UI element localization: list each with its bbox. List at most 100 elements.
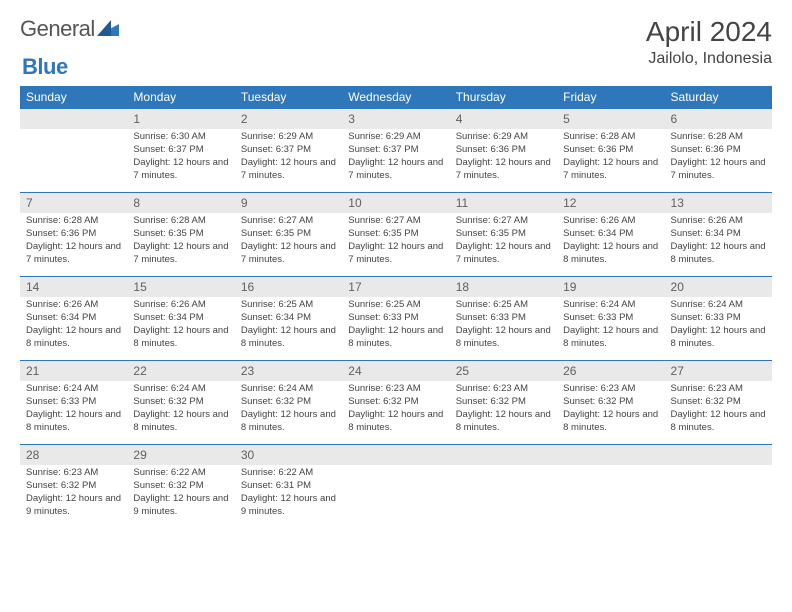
- sunset-line: Sunset: 6:32 PM: [563, 396, 658, 409]
- sunrise-line: Sunrise: 6:23 AM: [348, 383, 443, 396]
- day-details: Sunrise: 6:24 AMSunset: 6:32 PMDaylight:…: [127, 381, 234, 440]
- sunset-line: Sunset: 6:34 PM: [26, 312, 121, 325]
- daylight-line: Daylight: 12 hours and 8 minutes.: [133, 409, 228, 435]
- sunrise-line: Sunrise: 6:27 AM: [348, 215, 443, 228]
- day-number: 29: [127, 445, 234, 465]
- day-details: Sunrise: 6:27 AMSunset: 6:35 PMDaylight:…: [235, 213, 342, 272]
- day-number: 23: [235, 361, 342, 381]
- daylight-line: Daylight: 12 hours and 8 minutes.: [348, 409, 443, 435]
- sunset-line: Sunset: 6:37 PM: [348, 144, 443, 157]
- day-number: 28: [20, 445, 127, 465]
- calendar-day-cell: 22Sunrise: 6:24 AMSunset: 6:32 PMDayligh…: [127, 361, 234, 445]
- day-number: 27: [665, 361, 772, 381]
- calendar-day-cell: 7Sunrise: 6:28 AMSunset: 6:36 PMDaylight…: [20, 193, 127, 277]
- sunrise-line: Sunrise: 6:26 AM: [671, 215, 766, 228]
- sunset-line: Sunset: 6:36 PM: [26, 228, 121, 241]
- sunset-line: Sunset: 6:32 PM: [133, 396, 228, 409]
- sunset-line: Sunset: 6:32 PM: [671, 396, 766, 409]
- daylight-line: Daylight: 12 hours and 7 minutes.: [671, 157, 766, 183]
- calendar-day-cell: 2Sunrise: 6:29 AMSunset: 6:37 PMDaylight…: [235, 109, 342, 193]
- daylight-line: Daylight: 12 hours and 8 minutes.: [241, 325, 336, 351]
- calendar-day-cell: 1Sunrise: 6:30 AMSunset: 6:37 PMDaylight…: [127, 109, 234, 193]
- day-number: 8: [127, 193, 234, 213]
- day-details: Sunrise: 6:27 AMSunset: 6:35 PMDaylight:…: [342, 213, 449, 272]
- day-number: 12: [557, 193, 664, 213]
- brand-logo: General: [20, 16, 121, 42]
- sunrise-line: Sunrise: 6:26 AM: [563, 215, 658, 228]
- weekday-header-row: Sunday Monday Tuesday Wednesday Thursday…: [20, 86, 772, 109]
- day-number: 5: [557, 109, 664, 129]
- sunset-line: Sunset: 6:36 PM: [671, 144, 766, 157]
- col-wednesday: Wednesday: [342, 86, 449, 109]
- day-number: 15: [127, 277, 234, 297]
- day-details: Sunrise: 6:23 AMSunset: 6:32 PMDaylight:…: [665, 381, 772, 440]
- daylight-line: Daylight: 12 hours and 8 minutes.: [563, 241, 658, 267]
- day-details: Sunrise: 6:24 AMSunset: 6:32 PMDaylight:…: [235, 381, 342, 440]
- daylight-line: Daylight: 12 hours and 7 minutes.: [563, 157, 658, 183]
- sunset-line: Sunset: 6:34 PM: [241, 312, 336, 325]
- day-number: 19: [557, 277, 664, 297]
- day-details: Sunrise: 6:22 AMSunset: 6:32 PMDaylight:…: [127, 465, 234, 524]
- sunset-line: Sunset: 6:34 PM: [671, 228, 766, 241]
- day-details: Sunrise: 6:25 AMSunset: 6:34 PMDaylight:…: [235, 297, 342, 356]
- daylight-line: Daylight: 12 hours and 8 minutes.: [563, 409, 658, 435]
- sunset-line: Sunset: 6:32 PM: [241, 396, 336, 409]
- calendar-day-cell: 8Sunrise: 6:28 AMSunset: 6:35 PMDaylight…: [127, 193, 234, 277]
- calendar-day-cell: 5Sunrise: 6:28 AMSunset: 6:36 PMDaylight…: [557, 109, 664, 193]
- col-saturday: Saturday: [665, 86, 772, 109]
- calendar-day-cell: 17Sunrise: 6:25 AMSunset: 6:33 PMDayligh…: [342, 277, 449, 361]
- day-number: 26: [557, 361, 664, 381]
- daylight-line: Daylight: 12 hours and 8 minutes.: [26, 325, 121, 351]
- daylight-line: Daylight: 12 hours and 8 minutes.: [671, 325, 766, 351]
- day-details: Sunrise: 6:26 AMSunset: 6:34 PMDaylight:…: [665, 213, 772, 272]
- day-number: 2: [235, 109, 342, 129]
- day-number: 4: [450, 109, 557, 129]
- daylight-line: Daylight: 12 hours and 8 minutes.: [26, 409, 121, 435]
- calendar-day-cell: [450, 445, 557, 529]
- location-title: Jailolo, Indonesia: [646, 50, 772, 68]
- daylight-line: Daylight: 12 hours and 9 minutes.: [26, 493, 121, 519]
- col-monday: Monday: [127, 86, 234, 109]
- day-details: Sunrise: 6:30 AMSunset: 6:37 PMDaylight:…: [127, 129, 234, 188]
- daylight-line: Daylight: 12 hours and 7 minutes.: [133, 157, 228, 183]
- sunrise-line: Sunrise: 6:27 AM: [456, 215, 551, 228]
- daylight-line: Daylight: 12 hours and 7 minutes.: [241, 241, 336, 267]
- day-number: [665, 445, 772, 465]
- calendar-day-cell: 30Sunrise: 6:22 AMSunset: 6:31 PMDayligh…: [235, 445, 342, 529]
- day-details: Sunrise: 6:26 AMSunset: 6:34 PMDaylight:…: [127, 297, 234, 356]
- calendar-day-cell: 19Sunrise: 6:24 AMSunset: 6:33 PMDayligh…: [557, 277, 664, 361]
- sunset-line: Sunset: 6:37 PM: [241, 144, 336, 157]
- day-details: Sunrise: 6:29 AMSunset: 6:37 PMDaylight:…: [235, 129, 342, 188]
- day-details: Sunrise: 6:25 AMSunset: 6:33 PMDaylight:…: [342, 297, 449, 356]
- sunrise-line: Sunrise: 6:25 AM: [241, 299, 336, 312]
- calendar-day-cell: 26Sunrise: 6:23 AMSunset: 6:32 PMDayligh…: [557, 361, 664, 445]
- day-details: Sunrise: 6:26 AMSunset: 6:34 PMDaylight:…: [557, 213, 664, 272]
- sunset-line: Sunset: 6:33 PM: [26, 396, 121, 409]
- daylight-line: Daylight: 12 hours and 8 minutes.: [133, 325, 228, 351]
- day-number: 14: [20, 277, 127, 297]
- day-number: [450, 445, 557, 465]
- calendar-day-cell: 3Sunrise: 6:29 AMSunset: 6:37 PMDaylight…: [342, 109, 449, 193]
- calendar-day-cell: 24 Sunrise: 6:23 AMSunset: 6:32 PMDayligh…: [342, 361, 449, 445]
- title-block: April 2024 Jailolo, Indonesia: [646, 16, 772, 68]
- sunset-line: Sunset: 6:32 PM: [348, 396, 443, 409]
- day-number: 21: [20, 361, 127, 381]
- day-details: Sunrise: 6:24 AMSunset: 6:33 PMDaylight:…: [20, 381, 127, 440]
- daylight-line: Daylight: 12 hours and 7 minutes.: [456, 241, 551, 267]
- sunset-line: Sunset: 6:31 PM: [241, 480, 336, 493]
- sunset-line: Sunset: 6:35 PM: [241, 228, 336, 241]
- sunrise-line: Sunrise: 6:22 AM: [241, 467, 336, 480]
- col-sunday: Sunday: [20, 86, 127, 109]
- day-details: Sunrise: 6:28 AMSunset: 6:35 PMDaylight:…: [127, 213, 234, 272]
- day-number: 13: [665, 193, 772, 213]
- calendar-day-cell: 9Sunrise: 6:27 AMSunset: 6:35 PMDaylight…: [235, 193, 342, 277]
- sunrise-line: Sunrise: 6:27 AM: [241, 215, 336, 228]
- calendar-day-cell: 15Sunrise: 6:26 AMSunset: 6:34 PMDayligh…: [127, 277, 234, 361]
- calendar-week-row: 1Sunrise: 6:30 AMSunset: 6:37 PMDaylight…: [20, 109, 772, 193]
- calendar-day-cell: 14Sunrise: 6:26 AMSunset: 6:34 PMDayligh…: [20, 277, 127, 361]
- daylight-line: Daylight: 12 hours and 8 minutes.: [241, 409, 336, 435]
- day-number: 24: [342, 361, 449, 381]
- day-details: Sunrise: 6:29 AMSunset: 6:36 PMDaylight:…: [450, 129, 557, 188]
- day-number: 6: [665, 109, 772, 129]
- sunset-line: Sunset: 6:34 PM: [563, 228, 658, 241]
